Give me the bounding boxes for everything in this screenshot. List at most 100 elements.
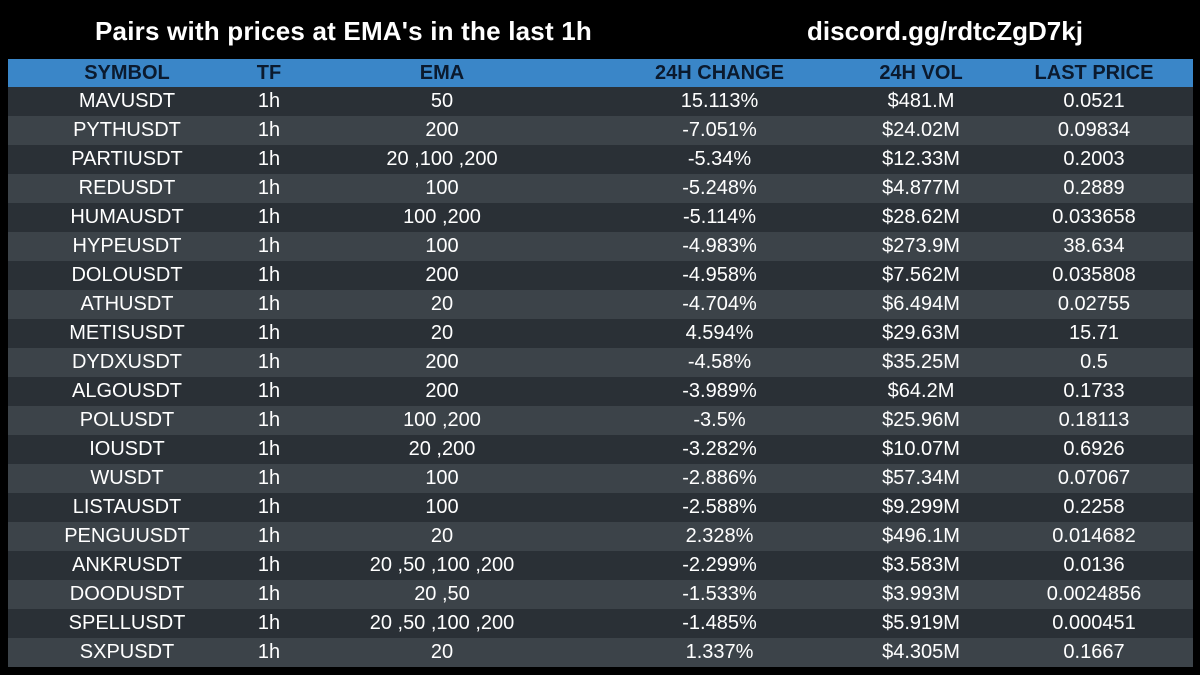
cell-change: -5.34% xyxy=(687,148,752,170)
cell-price: 0.000451 xyxy=(1052,612,1136,634)
cell-change: 1.337% xyxy=(685,641,754,663)
cell-price: 0.0024856 xyxy=(1046,583,1142,605)
table-row: ALGOUSDT 1h 200 -3.989% $64.2M 0.1733 xyxy=(8,377,1193,406)
cell-tf: 1h xyxy=(257,206,281,228)
cell-price: 0.1733 xyxy=(1063,380,1125,402)
cell-ema: 200 xyxy=(425,264,459,286)
cell-ema: 20 xyxy=(430,293,454,315)
cell-change: -1.533% xyxy=(682,583,757,605)
table-row: PARTIUSDT 1h 20 ,100 ,200 -5.34% $12.33M 0.20… xyxy=(8,145,1193,174)
cell-tf: 1h xyxy=(257,119,281,141)
column-header-price: LAST PRICE xyxy=(1034,62,1154,84)
cell-tf: 1h xyxy=(257,235,281,257)
column-header-ema: EMA xyxy=(419,62,465,84)
cell-ema: 20 ,100 ,200 xyxy=(386,148,498,170)
cell-ema: 100 xyxy=(425,235,459,257)
cell-volume: $5.919M xyxy=(882,612,960,634)
column-header-symbol: SYMBOL xyxy=(84,62,170,84)
cell-volume: $4.305M xyxy=(882,641,960,663)
cell-tf: 1h xyxy=(257,612,281,634)
cell-tf: 1h xyxy=(257,90,281,112)
cell-ema: 20 ,50 xyxy=(414,583,470,605)
cell-symbol: PYTHUSDT xyxy=(73,119,181,141)
cell-symbol: ATHUSDT xyxy=(80,293,174,315)
cell-ema: 20 ,50 ,100 ,200 xyxy=(369,554,515,576)
cell-volume: $273.9M xyxy=(882,235,960,257)
column-header-change: 24H CHANGE xyxy=(655,62,784,84)
cell-symbol: IOUSDT xyxy=(89,438,165,460)
cell-ema: 200 xyxy=(425,351,459,373)
cell-change: -7.051% xyxy=(682,119,757,141)
cell-volume: $24.02M xyxy=(882,119,960,141)
cell-ema: 20 ,50 ,100 ,200 xyxy=(369,612,515,634)
cell-tf: 1h xyxy=(257,322,281,344)
table-row: HUMAUSDT 1h 100 ,200 -5.114% $28.62M 0.033658 xyxy=(8,203,1193,232)
cell-volume: $35.25M xyxy=(882,351,960,373)
cell-change: -3.5% xyxy=(693,409,746,431)
cell-change: 2.328% xyxy=(685,525,754,547)
table-body: MAVUSDT 1h 50 15.113% $481.M 0.0521 PYTHUSDT 1h… xyxy=(8,87,1193,667)
cell-ema: 200 xyxy=(425,119,459,141)
cell-price: 0.033658 xyxy=(1052,206,1136,228)
cell-price: 0.035808 xyxy=(1052,264,1136,286)
cell-volume: $25.96M xyxy=(882,409,960,431)
cell-symbol: REDUSDT xyxy=(78,177,176,199)
cell-ema: 100 xyxy=(425,177,459,199)
cell-change: -4.58% xyxy=(687,351,752,373)
cell-tf: 1h xyxy=(257,554,281,576)
cell-symbol: DOODUSDT xyxy=(69,583,185,605)
table-row: PENGUUSDT 1h 20 2.328% $496.1M 0.014682 xyxy=(8,522,1193,551)
cell-symbol: SXPUSDT xyxy=(79,641,175,663)
table-row: REDUSDT 1h 100 -5.248% $4.877M 0.2889 xyxy=(8,174,1193,203)
cell-symbol: PARTIUSDT xyxy=(71,148,183,170)
cell-symbol: ALGOUSDT xyxy=(71,380,183,402)
cell-change: -2.299% xyxy=(682,554,757,576)
table-header-row: SYMBOL TF EMA 24H CHANGE 24H VOL LAST PR… xyxy=(8,59,1193,87)
cell-price: 0.0521 xyxy=(1063,90,1125,112)
cell-price: 0.2889 xyxy=(1063,177,1125,199)
cell-ema: 20 ,200 xyxy=(408,438,476,460)
cell-symbol: MAVUSDT xyxy=(78,90,176,112)
cell-tf: 1h xyxy=(257,525,281,547)
cell-ema: 100 ,200 xyxy=(403,409,481,431)
cell-price: 0.2258 xyxy=(1063,496,1125,518)
table-row: SPELLUSDT 1h 20 ,50 ,100 ,200 -1.485% $5.919… xyxy=(8,609,1193,638)
cell-change: 15.113% xyxy=(680,90,759,112)
cell-ema: 50 xyxy=(430,90,454,112)
cell-tf: 1h xyxy=(257,351,281,373)
cell-ema: 100 xyxy=(425,467,459,489)
cell-change: -4.704% xyxy=(682,293,757,315)
cell-price: 0.5 xyxy=(1080,351,1108,373)
cell-symbol: LISTAUSDT xyxy=(72,496,182,518)
cell-tf: 1h xyxy=(257,380,281,402)
cell-price: 0.07067 xyxy=(1057,467,1131,489)
cell-ema: 20 xyxy=(430,641,454,663)
cell-change: 4.594% xyxy=(685,322,754,344)
cell-symbol: METISUSDT xyxy=(69,322,185,344)
cell-volume: $3.993M xyxy=(882,583,960,605)
table-row: SXPUSDT 1h 20 1.337% $4.305M 0.1667 xyxy=(8,638,1193,667)
cell-tf: 1h xyxy=(257,641,281,663)
cell-price: 0.2003 xyxy=(1063,148,1125,170)
cell-volume: $64.2M xyxy=(887,380,955,402)
cell-symbol: WUSDT xyxy=(90,467,164,489)
table-row: LISTAUSDT 1h 100 -2.588% $9.299M 0.2258 xyxy=(8,493,1193,522)
cell-volume: $7.562M xyxy=(882,264,960,286)
page-title: Pairs with prices at EMA's in the last 1… xyxy=(95,16,592,46)
cell-price: 0.014682 xyxy=(1052,525,1136,547)
cell-change: -1.485% xyxy=(682,612,757,634)
cell-tf: 1h xyxy=(257,409,281,431)
cell-price: 0.18113 xyxy=(1058,409,1130,431)
cell-volume: $9.299M xyxy=(882,496,960,518)
cell-tf: 1h xyxy=(257,496,281,518)
table-row: ANKRUSDT 1h 20 ,50 ,100 ,200 -2.299% $3.583M… xyxy=(8,551,1193,580)
cell-volume: $481.M xyxy=(887,90,955,112)
cell-ema: 100 xyxy=(425,496,459,518)
cell-change: -3.282% xyxy=(682,438,757,460)
cell-tf: 1h xyxy=(257,148,281,170)
cell-symbol: HYPEUSDT xyxy=(72,235,182,257)
cell-change: -3.989% xyxy=(682,380,757,402)
cell-volume: $57.34M xyxy=(882,467,960,489)
discord-link[interactable]: discord.gg/rdtcZgD7kj xyxy=(807,16,1083,46)
